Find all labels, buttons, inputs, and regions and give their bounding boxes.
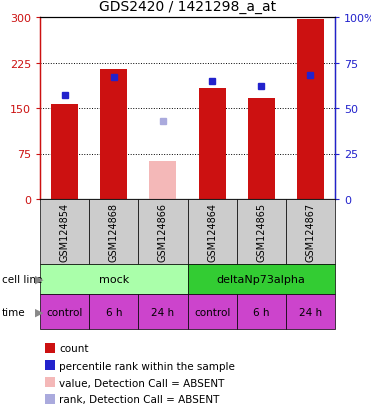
Text: rank, Detection Call = ABSENT: rank, Detection Call = ABSENT — [59, 394, 219, 404]
Bar — [150, 162, 177, 199]
Text: control: control — [46, 307, 83, 317]
Text: time: time — [2, 307, 26, 317]
Bar — [51, 104, 78, 199]
Bar — [248, 98, 275, 199]
Text: control: control — [194, 307, 230, 317]
Text: GSM124864: GSM124864 — [207, 202, 217, 261]
Bar — [100, 69, 127, 199]
Text: GSM124854: GSM124854 — [60, 202, 70, 261]
Text: 24 h: 24 h — [299, 307, 322, 317]
Text: mock: mock — [99, 274, 129, 284]
Text: percentile rank within the sample: percentile rank within the sample — [59, 361, 235, 370]
Text: ▶: ▶ — [35, 274, 44, 284]
Text: GSM124866: GSM124866 — [158, 202, 168, 261]
Text: cell line: cell line — [2, 274, 42, 284]
Text: value, Detection Call = ABSENT: value, Detection Call = ABSENT — [59, 377, 224, 387]
Text: ▶: ▶ — [35, 307, 44, 317]
Bar — [297, 20, 324, 199]
Text: deltaNp73alpha: deltaNp73alpha — [217, 274, 306, 284]
Text: 24 h: 24 h — [151, 307, 174, 317]
Text: GSM124867: GSM124867 — [305, 202, 315, 261]
Text: GDS2420 / 1421298_a_at: GDS2420 / 1421298_a_at — [99, 0, 276, 14]
Bar — [198, 89, 226, 199]
Text: 6 h: 6 h — [253, 307, 269, 317]
Text: GSM124868: GSM124868 — [109, 202, 119, 261]
Text: 6 h: 6 h — [105, 307, 122, 317]
Text: GSM124865: GSM124865 — [256, 202, 266, 261]
Text: count: count — [59, 344, 89, 354]
